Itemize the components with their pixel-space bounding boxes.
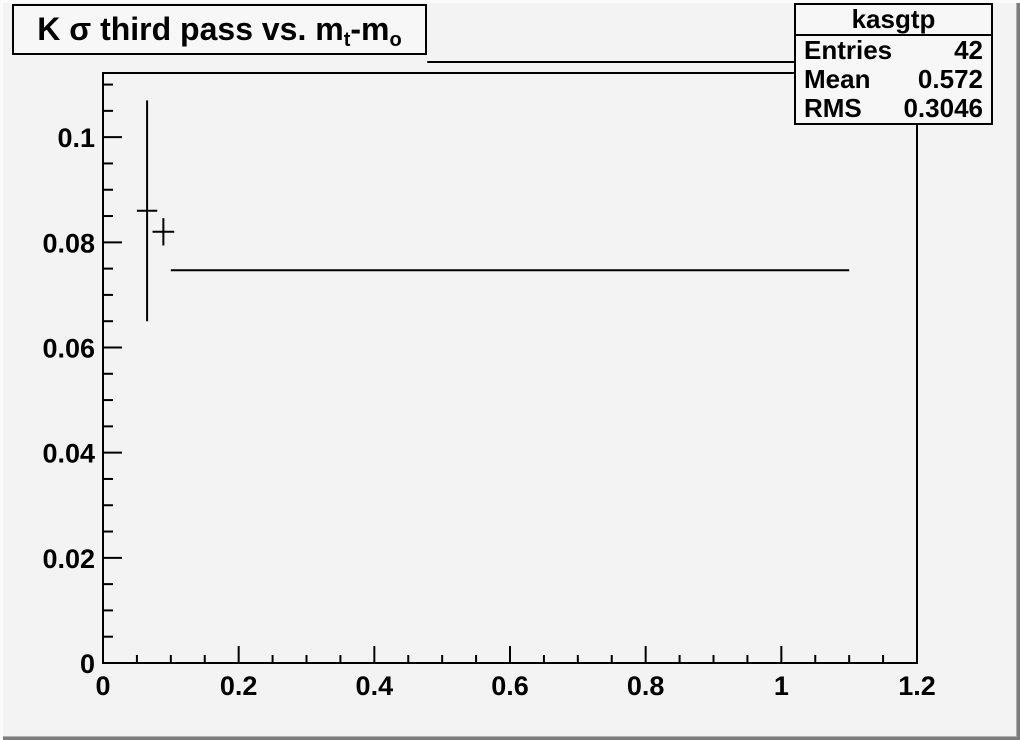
x-tick-label: 0.4	[356, 671, 394, 701]
stats-value-rms: 0.3046	[903, 93, 983, 123]
x-tick-label: 0.2	[220, 671, 258, 701]
stats-label-mean: Mean	[804, 64, 871, 94]
stats-label-rms: RMS	[804, 93, 862, 123]
plot-frame	[102, 72, 918, 664]
y-tick-label: 0.08	[42, 228, 95, 258]
title-subscript-o: o	[389, 29, 402, 51]
stats-row-rms: RMS 0.3046	[796, 94, 991, 123]
y-tick-label: 0	[80, 649, 95, 679]
stats-label-entries: Entries	[804, 35, 893, 65]
x-tick-label: 0.8	[627, 671, 665, 701]
y-tick-label: 0.1	[57, 123, 95, 153]
stats-value-entries: 42	[954, 35, 983, 65]
stats-value-mean: 0.572	[917, 64, 983, 94]
x-tick-label: 1	[774, 671, 789, 701]
y-tick-label: 0.06	[42, 333, 95, 363]
x-tick-label: 0	[95, 671, 110, 701]
statistics-pave: kasgtp Entries 42 Mean 0.572 RMS 0.3046	[794, 3, 993, 125]
x-tick-label: 0.6	[491, 671, 529, 701]
y-tick-label: 0.02	[42, 544, 95, 574]
title-text-2: -m	[350, 11, 390, 47]
stats-row-mean: Mean 0.572	[796, 65, 991, 94]
stats-histogram-name: kasgtp	[796, 4, 991, 36]
x-tick-label: 1.2	[898, 671, 936, 701]
y-tick-label: 0.04	[42, 439, 95, 469]
stats-row-entries: Entries 42	[796, 36, 991, 65]
title-text: K σ third pass vs. m	[37, 11, 344, 47]
title-subscript-t: t	[343, 29, 351, 51]
histogram-title-pave: K σ third pass vs. m t -m o	[12, 4, 427, 55]
